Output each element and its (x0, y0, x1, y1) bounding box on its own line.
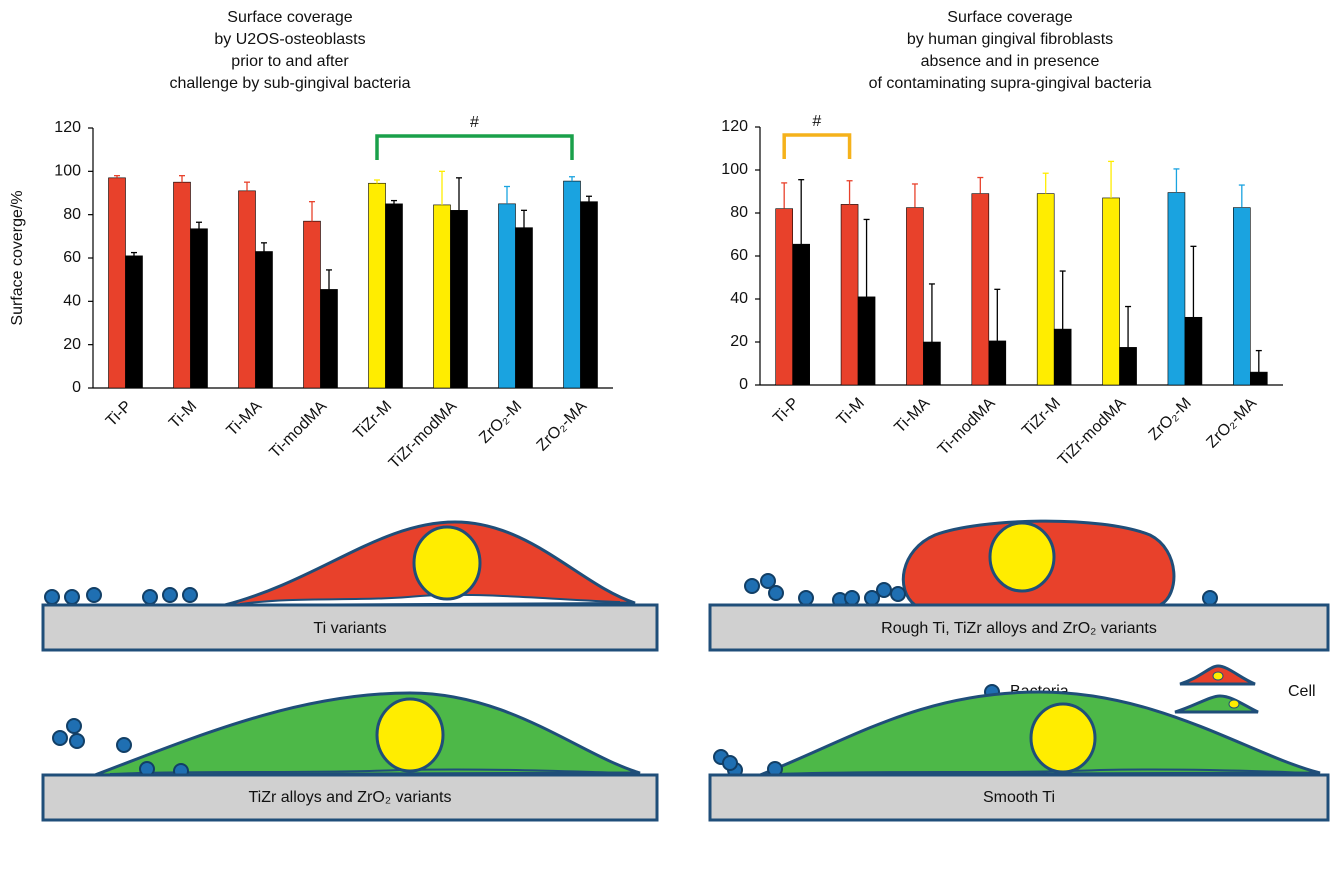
x-tick-label: Ti-M (834, 395, 868, 429)
y-tick-label: 40 (63, 293, 81, 310)
bar (190, 228, 208, 389)
bar (320, 289, 338, 389)
bar (1167, 192, 1186, 386)
bar (303, 220, 321, 389)
bar (450, 210, 468, 389)
chart-title: by U2OS-osteoblasts (214, 31, 365, 48)
chart-title: Surface coverage (227, 9, 353, 26)
bar (1053, 328, 1072, 386)
x-tick-label: TiZr-modMA (386, 398, 461, 473)
x-tick-label: Ti-MA (224, 398, 266, 440)
bar (1036, 193, 1055, 386)
chart-title: by human gingival fibroblasts (907, 31, 1113, 48)
bar (775, 208, 793, 386)
bar (385, 203, 403, 389)
bar (580, 201, 598, 389)
panel-label: TiZr alloys and ZrO₂ variants (249, 789, 452, 806)
y-tick-label: 120 (54, 119, 81, 136)
bar (1102, 197, 1120, 386)
panel-label: Rough Ti, TiZr alloys and ZrO₂ variants (881, 620, 1157, 637)
bar (1119, 347, 1137, 386)
y-tick-label: 100 (721, 161, 748, 178)
x-tick-label: Ti-MA (891, 395, 933, 437)
bar (515, 227, 533, 389)
bar (840, 204, 859, 386)
significance-bracket (375, 134, 574, 160)
bar (971, 193, 990, 386)
chart-title: of contaminating supra-gingival bacteria (869, 75, 1152, 92)
panel-smooth: Smooth Ti (708, 690, 1330, 822)
annotation: # (470, 114, 479, 131)
chart-title: challenge by sub-gingival bacteria (169, 75, 410, 92)
chart-title: prior to and after (231, 53, 349, 70)
x-tick-label: TiZr-modMA (1055, 395, 1130, 470)
bar (368, 182, 386, 389)
bar (906, 207, 924, 386)
bar (255, 251, 273, 389)
panel-rough: Rough Ti, TiZr alloys and ZrO₂ variants (708, 519, 1330, 652)
y-tick-label: 40 (730, 290, 748, 307)
panel-ti: Ti variants (41, 520, 659, 652)
y-axis-label: Surface coverge/% (9, 190, 26, 325)
chart-title: Surface coverage (947, 9, 1073, 26)
x-tick-label: Ti-M (166, 398, 200, 432)
bar (563, 180, 581, 389)
x-tick-label: ZrO₂-MA (1203, 395, 1260, 452)
y-tick-label: 60 (730, 247, 748, 264)
bar (433, 204, 451, 389)
x-tick-label: ZrO₂-MA (534, 398, 591, 455)
x-tick-label: Ti-P (770, 395, 802, 427)
x-tick-label: TiZr-M (350, 398, 395, 443)
y-tick-label: 80 (730, 204, 748, 221)
legend-label: Cell (1288, 683, 1316, 700)
y-tick-label: 60 (63, 249, 81, 266)
x-tick-label: Ti-modMA (267, 398, 331, 462)
bar (857, 296, 876, 386)
panel-label: Ti variants (313, 620, 386, 637)
bar (923, 341, 941, 386)
panel-tizr: TiZr alloys and ZrO₂ variants (41, 691, 659, 822)
bar (238, 190, 256, 389)
y-tick-label: 20 (63, 336, 81, 353)
y-tick-label: 100 (54, 163, 81, 180)
chart-title: absence and in presence (921, 53, 1100, 70)
y-tick-label: 80 (63, 206, 81, 223)
bar (173, 181, 191, 389)
y-tick-label: 0 (739, 376, 748, 393)
y-tick-label: 20 (730, 333, 748, 350)
x-tick-label: Ti-P (103, 398, 135, 430)
x-tick-label: ZrO₂-M (1146, 395, 1195, 444)
bar (125, 255, 143, 389)
significance-bracket (782, 133, 852, 159)
bar (1233, 207, 1251, 386)
y-tick-label: 120 (721, 118, 748, 135)
x-tick-label: Ti-modMA (935, 395, 999, 459)
x-tick-label: ZrO₂-M (476, 398, 525, 447)
panel-label: Smooth Ti (983, 789, 1055, 806)
x-tick-label: TiZr-M (1019, 395, 1064, 440)
bar (988, 340, 1007, 386)
bar (498, 203, 516, 389)
y-tick-label: 0 (72, 379, 81, 396)
bar (1184, 316, 1203, 386)
bar (1250, 371, 1268, 386)
bar (792, 243, 810, 386)
bar (108, 177, 126, 389)
annotation: # (812, 113, 821, 130)
